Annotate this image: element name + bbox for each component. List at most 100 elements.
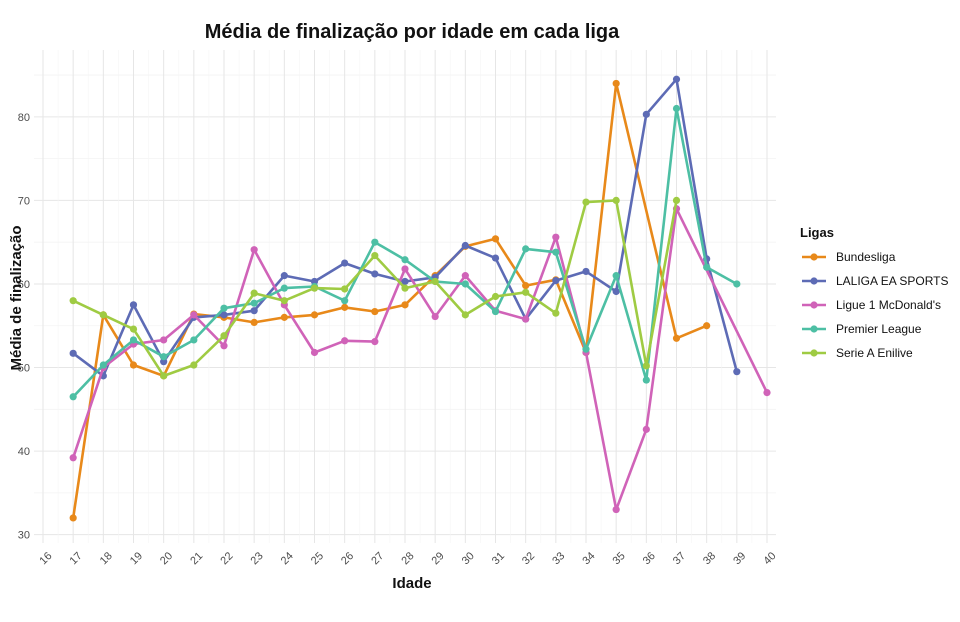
data-point: [552, 309, 560, 317]
data-point: [672, 104, 681, 113]
legend-item: Bundesliga: [802, 250, 896, 264]
legend: Ligas Bundesliga LALIGA EA SPORTS Ligue 1 …: [800, 225, 949, 360]
series-line: [71, 207, 769, 511]
data-point: [310, 311, 319, 319]
series: [69, 205, 771, 514]
data-point: [582, 198, 590, 206]
data-point: [129, 336, 138, 344]
data-point: [69, 454, 77, 462]
series: [69, 104, 741, 401]
data-point: [129, 301, 138, 309]
data-point: [99, 361, 107, 369]
data-point: [401, 284, 409, 292]
legend-item: Serie A Enilive: [802, 346, 913, 360]
data-point: [69, 297, 77, 305]
data-point: [280, 284, 288, 292]
data-point: [612, 79, 620, 88]
data-point: [431, 312, 439, 321]
legend-swatch-point: [810, 325, 818, 333]
y-tick-label: 80: [18, 112, 30, 124]
data-point: [461, 241, 469, 250]
data-point: [672, 75, 681, 83]
legend-label: Ligue 1 McDonald's: [836, 298, 941, 312]
data-point: [491, 292, 500, 301]
data-point: [733, 368, 741, 376]
data-point: [250, 307, 258, 315]
data-point: [612, 272, 620, 280]
data-point: [129, 361, 138, 369]
data-point: [461, 280, 469, 288]
data-point: [160, 353, 168, 361]
data-point: [552, 233, 560, 241]
data-point: [642, 110, 650, 118]
data-point: [280, 272, 288, 280]
data-point: [612, 505, 620, 514]
data-point: [642, 425, 650, 433]
data-point: [401, 265, 409, 273]
legend-item: Ligue 1 McDonald's: [802, 298, 941, 312]
data-point: [310, 348, 319, 357]
data-point: [642, 376, 650, 384]
chart-title: Média de finalização por idade em cada l…: [205, 21, 620, 43]
legend-label: Serie A Enilive: [836, 346, 913, 360]
data-point: [672, 196, 681, 205]
series-layer: [69, 75, 771, 522]
data-point: [491, 235, 500, 243]
y-tick-label: 50: [18, 363, 30, 375]
data-point: [552, 277, 560, 285]
y-tick-label: 30: [18, 530, 30, 542]
data-point: [220, 342, 228, 350]
data-point: [160, 358, 168, 366]
legend-label: LALIGA EA SPORTS: [836, 274, 949, 288]
data-point: [160, 336, 168, 344]
data-point: [190, 361, 198, 369]
data-point: [220, 332, 228, 340]
data-point: [250, 299, 258, 307]
data-point: [703, 263, 711, 271]
data-point: [552, 248, 560, 256]
data-point: [401, 256, 409, 264]
data-point: [612, 287, 620, 296]
data-point: [612, 196, 620, 205]
data-point: [341, 297, 349, 305]
data-point: [491, 307, 500, 316]
data-point: [129, 325, 138, 333]
legend-swatch-point: [810, 253, 818, 261]
series: [69, 196, 681, 380]
data-point: [582, 267, 590, 276]
data-point: [522, 315, 530, 323]
data-point: [160, 372, 168, 380]
data-point: [341, 337, 349, 345]
data-point: [220, 311, 228, 319]
data-point: [69, 349, 77, 357]
data-point: [310, 277, 319, 286]
data-point: [582, 345, 590, 353]
data-point: [99, 311, 107, 319]
legend-label: Bundesliga: [836, 250, 896, 264]
legend-swatch-point: [810, 277, 818, 285]
data-point: [280, 313, 288, 321]
legend-swatch-point: [810, 301, 818, 309]
data-point: [401, 277, 409, 286]
data-point: [250, 246, 258, 254]
data-point: [491, 254, 500, 262]
data-point: [371, 251, 379, 260]
data-point: [341, 303, 349, 311]
data-point: [280, 297, 288, 305]
data-point: [461, 272, 469, 280]
legend-item: LALIGA EA SPORTS: [802, 274, 949, 288]
data-point: [431, 277, 439, 286]
data-point: [672, 334, 681, 342]
y-axis-label: Média de finalização: [8, 225, 25, 370]
y-tick-label: 40: [18, 446, 30, 458]
y-tick-label: 70: [18, 195, 30, 207]
data-point: [190, 336, 198, 344]
data-point: [69, 514, 77, 522]
data-point: [250, 289, 258, 297]
data-point: [69, 393, 77, 401]
legend-title: Ligas: [800, 225, 834, 240]
y-tick-label: 60: [18, 279, 30, 291]
data-point: [522, 288, 530, 296]
